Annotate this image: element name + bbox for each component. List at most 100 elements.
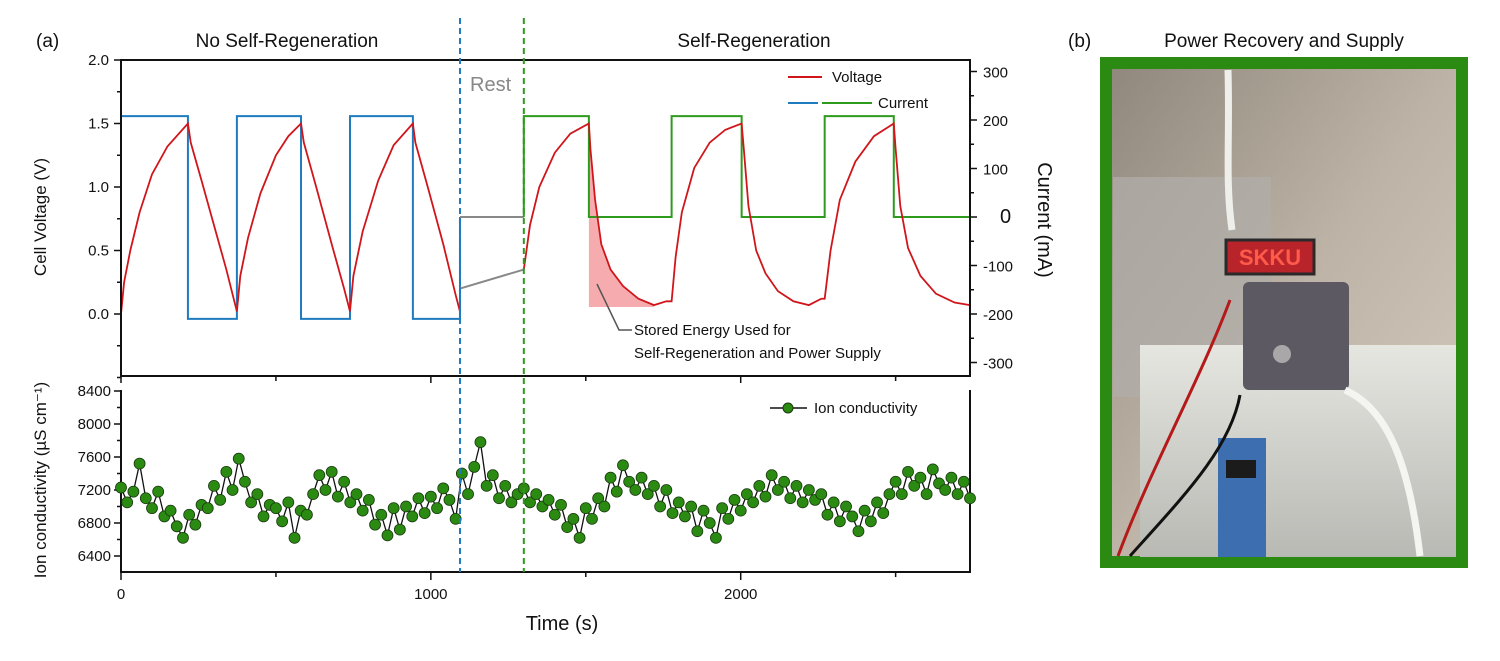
conductivity-point [189,518,202,531]
conductivity-point [623,475,636,488]
conductivity-point [790,479,803,492]
conductivity-point [654,500,667,513]
conductivity-point [728,493,741,506]
y-axis-label-voltage: Cell Voltage (V) [31,158,50,276]
conductivity-point [660,484,673,496]
conductivity-point [951,488,964,501]
conductivity-point [468,460,481,473]
conductivity-point [455,467,468,480]
x-tick-label: 1000 [414,586,447,603]
voltage-line-no-regen [120,121,461,315]
conductivity-point [288,531,301,544]
conductivity-point [796,496,809,509]
voltage-current-plot: 2.0 1.5 1.0 0.5 0.0 300 200 100 0 -100 -200 -300 [88,52,1013,383]
conductivity-point [418,507,431,519]
conductivity-point [617,459,629,472]
conductivity-point [815,488,828,501]
conductivity-point [784,492,797,505]
conductivity-point [412,492,425,505]
legend-conductivity-label: Ion conductivity [814,400,918,417]
conductivity-point [610,485,623,498]
voltage-line-regen [522,121,971,307]
conductivity-point [530,488,543,501]
conductivity-point [350,488,363,501]
conductivity-point [703,517,716,529]
conductivity-point [542,493,555,506]
conductivity-point [127,485,140,498]
legend-bottom: Ion conductivity [770,400,918,417]
conductivity-point [858,504,871,517]
conductivity-point [133,457,146,470]
conductivity-point [239,475,251,488]
conductivity-point [449,512,462,525]
conductivity-point [146,502,158,515]
y-axis-label-conductivity: Ion conductivity (µS cm⁻¹) [31,382,50,578]
conductivity-point [957,475,970,488]
conductivity-point [251,488,264,501]
conductivity-point [232,452,245,465]
tube [1224,69,1236,231]
conductivity-point [406,510,419,523]
conductivity-point [214,493,227,506]
conductivity-point [964,492,976,505]
conductivity-point [586,512,598,525]
section-title-regen: Self-Regeneration [677,31,830,52]
conductivity-point [871,496,883,509]
y2-tick-label-current: 0 [1000,206,1011,228]
conductivity-point [747,496,760,509]
voltage-line-rest [459,268,525,290]
conductivity-point [493,492,505,505]
conductivity-point [679,510,691,523]
conductivity-point [926,463,939,476]
pump-display [1226,460,1256,478]
legend-voltage-label: Voltage [832,69,882,86]
conductivity-point [573,531,586,544]
conductivity-point [257,510,270,523]
conductivity-point [245,496,258,509]
conductivity-plot: 0 1000 2000 8400 8000 7600 7200 6800 6400 [78,383,976,603]
conductivity-point [697,504,710,517]
y-tick-label-voltage: 0.0 [88,306,109,323]
conductivity-point [864,515,877,528]
current-line-regen [522,115,970,218]
conductivity-point [592,492,605,505]
panel-a-label: (a) [36,31,59,52]
y2-tick-label-current: 200 [983,113,1008,130]
annotation-line-1: Stored Energy Used for [634,322,791,339]
conductivity-point [561,521,574,534]
conductivity-point [567,512,580,525]
conductivity-point [486,469,499,482]
bottom-plot-frame [120,390,971,573]
conductivity-point [877,507,890,519]
conductivity-point [685,500,698,513]
panel-b-title: Power Recovery and Supply [1164,31,1404,52]
conductivity-point [369,518,381,531]
conductivity-point [629,484,642,496]
conductivity-point [393,523,406,536]
conductivity-point [443,493,456,506]
red-wire [1116,299,1232,557]
conductivity-point [635,471,648,484]
device-photo: SKKU [1100,57,1468,568]
conductivity-point [753,479,766,492]
legend-conductivity-marker [782,402,794,414]
conductivity-point [474,436,487,449]
conductivity-point [115,481,127,494]
conductivity-point [710,531,722,544]
conductivity-point [152,485,165,498]
rest-label: Rest [470,74,512,96]
y-tick-label-conductivity: 7200 [78,482,111,499]
cell-cylinder [1243,282,1349,390]
conductivity-point [480,479,493,492]
y2-tick-label-current: -100 [983,259,1013,276]
conductivity-point [672,496,685,509]
conductivity-point [939,484,952,496]
y-tick-label-conductivity: 7600 [78,449,111,466]
conductivity-point [226,484,239,496]
conductivity-point [555,498,567,511]
led-display [1224,238,1316,276]
conductivity-point [579,502,592,515]
conductivity-point [201,502,214,515]
conductivity-point [604,471,617,484]
